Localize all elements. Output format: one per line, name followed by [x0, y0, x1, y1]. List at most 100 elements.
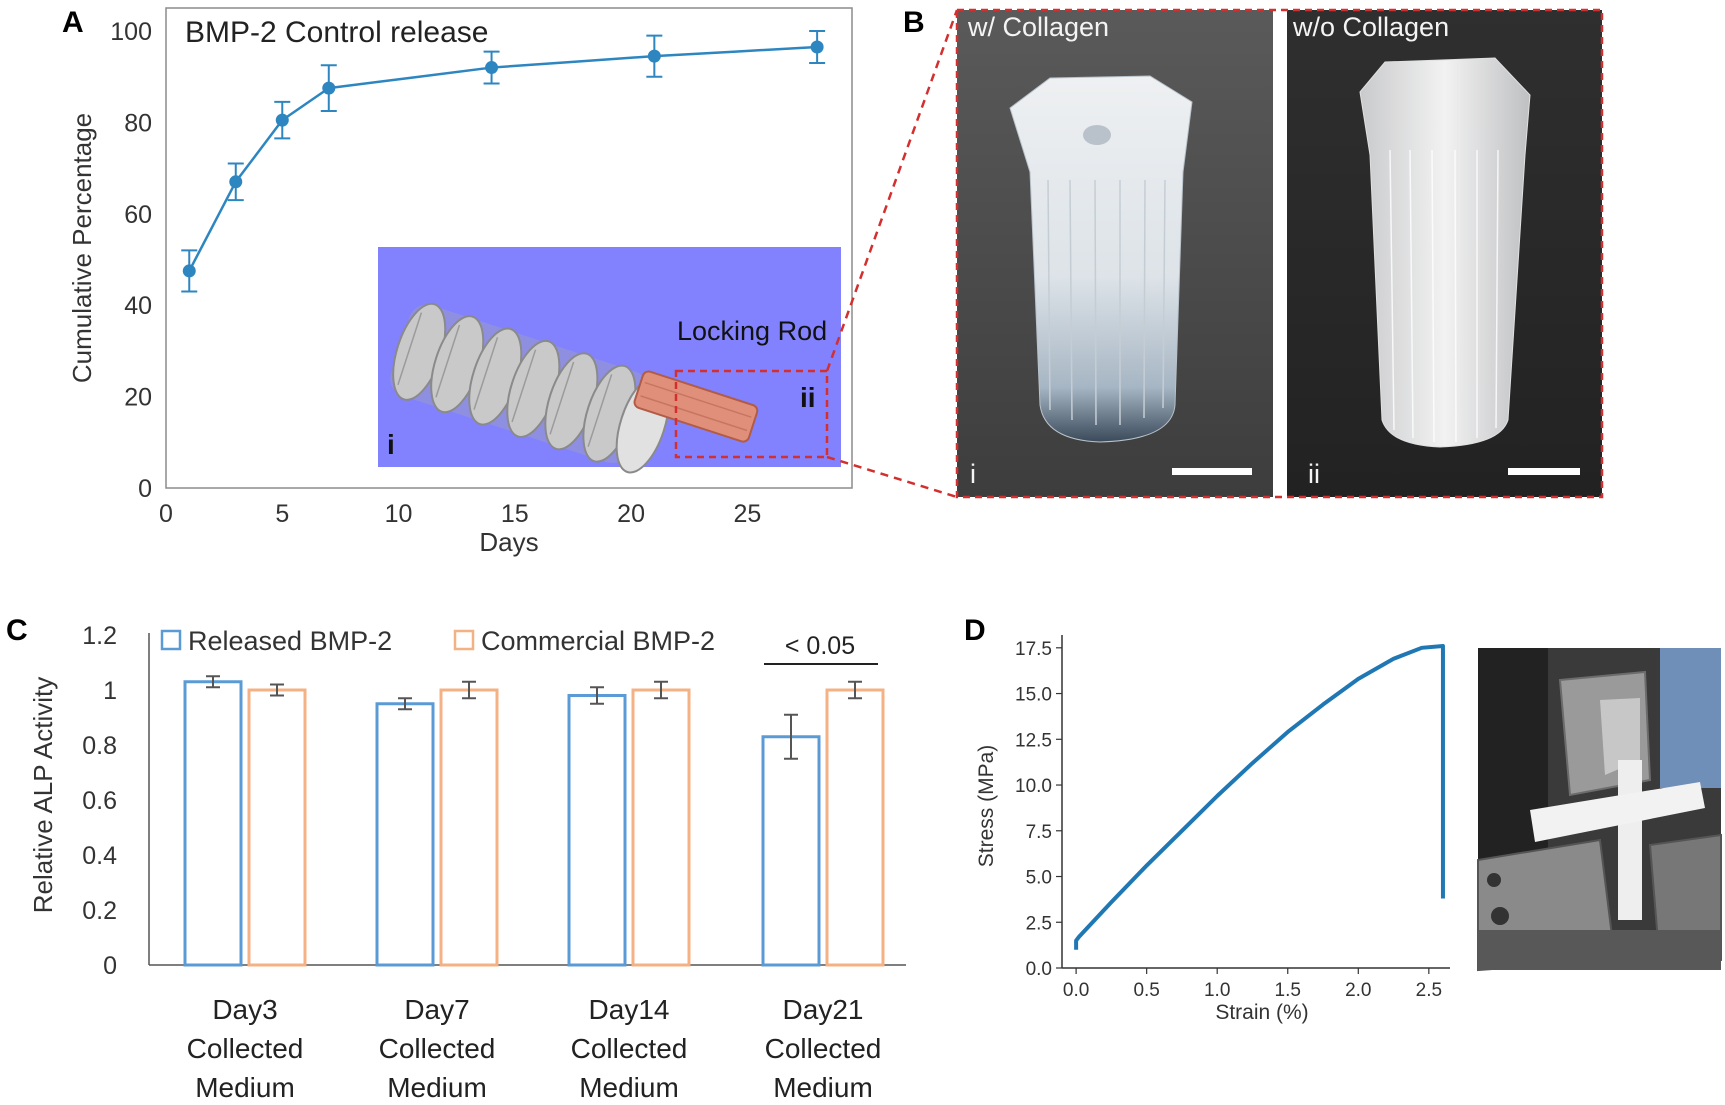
chart-a-xtick: 25 [733, 500, 761, 528]
photo-without-collagen: w/o Collagen ii [1287, 10, 1602, 497]
bar-released [375, 702, 435, 967]
chart-d-ytick: 0.0 [1026, 959, 1052, 980]
zoom-connector-bottom [826, 455, 958, 499]
chart-c-ytick: 0.8 [82, 732, 117, 760]
legend-label-released: Released BMP-2 [188, 626, 392, 656]
chart-a-ytick: 80 [124, 109, 152, 137]
locking-rod-highlight-box [674, 369, 829, 459]
data-point [485, 61, 499, 75]
scaffold-no-collagen [1359, 57, 1531, 448]
chart-a-ylabel: Cumulative Percentage [67, 113, 97, 383]
chart-d-ytick: 5.0 [1026, 868, 1052, 889]
chart-a-ytick: 0 [138, 475, 152, 503]
chart-d-ytick: 10.0 [1015, 776, 1052, 797]
chart-c-ytick: 0.6 [82, 787, 117, 815]
category-label: Medium [195, 1072, 295, 1103]
legend-swatch-released [160, 629, 182, 651]
bar-released [183, 680, 243, 967]
locking-rod [633, 370, 759, 443]
chart-a-xtick: 10 [385, 500, 413, 528]
data-point [322, 81, 336, 95]
chart-d-xtick: 0.0 [1063, 980, 1089, 1001]
stress-strain-curve [1074, 643, 1445, 950]
chart-a-ytick: 20 [124, 384, 152, 412]
legend-swatch-commercial [453, 629, 475, 651]
panel-letter-b: B [903, 6, 925, 39]
zoom-connector-top [825, 9, 959, 372]
photo-with-collagen: w/ Collagen i [957, 10, 1273, 497]
chart-a-xtick: 5 [275, 500, 289, 528]
scale-bar-right [1508, 468, 1580, 475]
category-label: Day3 [212, 994, 277, 1025]
chart-d-ytick: 2.5 [1026, 913, 1052, 934]
bar-commercial [825, 688, 885, 967]
inset-roman-ii: ii [800, 382, 816, 413]
inset-locking-rod-label: Locking Rod [677, 316, 827, 346]
chart-c-ytick: 0.2 [82, 897, 117, 925]
tensile-test-photo [1477, 648, 1722, 972]
label-without-collagen: w/o Collagen [1292, 12, 1449, 42]
inset-roman-i: i [387, 429, 395, 460]
category-label: Day7 [404, 994, 469, 1025]
data-point [647, 49, 661, 63]
chart-d-xtick: 2.5 [1416, 980, 1442, 1001]
chart-a-ytick: 60 [124, 201, 152, 229]
chart-a-xtick: 15 [501, 500, 529, 528]
bar-released [567, 694, 627, 967]
label-with-collagen: w/ Collagen [967, 12, 1109, 42]
chart-a-ytick: 40 [124, 292, 152, 320]
roman-i-photo: i [970, 459, 976, 489]
gear-stack [390, 302, 670, 474]
category-label: Medium [773, 1072, 873, 1103]
bar-commercial [247, 688, 307, 967]
photo-divider [1273, 10, 1287, 497]
chart-c-ytick: 0 [103, 952, 117, 980]
category-label: Collected [379, 1033, 496, 1064]
bar-released [761, 735, 821, 967]
bar-commercial [631, 688, 691, 967]
chart-d-xlabel: Strain (%) [1215, 1001, 1308, 1024]
category-label: Day14 [589, 994, 670, 1025]
category-label: Collected [187, 1033, 304, 1064]
chart-d-ytick: 7.5 [1026, 822, 1052, 843]
photo-b-frame [955, 8, 1604, 499]
category-label: Medium [387, 1072, 487, 1103]
chart-d-ytick: 12.5 [1015, 730, 1052, 751]
data-point [810, 40, 824, 54]
chart-d-xtick: 1.5 [1275, 980, 1301, 1001]
legend-label-commercial: Commercial BMP-2 [481, 626, 715, 656]
significance-annotation: < 0.05 [764, 632, 878, 665]
category-label: Medium [579, 1072, 679, 1103]
chart-a-title: BMP-2 Control release [185, 16, 488, 49]
chart-d-xtick: 1.0 [1204, 980, 1230, 1001]
chart-d-xtick: 2.0 [1345, 980, 1371, 1001]
chart-c-ytick: 0.4 [82, 842, 117, 870]
significance-label: < 0.05 [785, 632, 855, 660]
panel-letter-d: D [964, 614, 986, 647]
chart-a-ytick: 100 [110, 18, 152, 46]
category-label: Day21 [783, 994, 864, 1025]
panel-letter-c: C [6, 614, 28, 647]
chart-c-ylabel: Relative ALP Activity [28, 677, 58, 914]
scale-bar-left [1172, 468, 1252, 475]
chart-a-xtick: 0 [159, 500, 173, 528]
chart-c-legend: Released BMP-2 Commercial BMP-2 [160, 626, 715, 656]
chart-a-xtick: 20 [617, 500, 645, 528]
inset-cad-render: Locking Rod i ii [378, 247, 841, 474]
bar-commercial [439, 688, 499, 967]
data-point [275, 113, 289, 127]
data-point [182, 264, 196, 278]
chart-d-ylabel: Stress (MPa) [975, 745, 998, 868]
category-label: Collected [571, 1033, 688, 1064]
data-point [229, 175, 243, 189]
chart-a-xlabel: Days [479, 527, 538, 557]
chart-c-ytick: 1.2 [82, 622, 117, 650]
chart-d-ytick: 15.0 [1015, 685, 1052, 706]
panel-letter-a: A [62, 6, 84, 39]
chart-c-ytick: 1 [103, 677, 117, 705]
chart-d-ytick: 17.5 [1015, 639, 1052, 660]
roman-ii-photo: ii [1308, 459, 1320, 489]
category-label: Collected [765, 1033, 882, 1064]
scaffold-collagen [1009, 75, 1193, 443]
